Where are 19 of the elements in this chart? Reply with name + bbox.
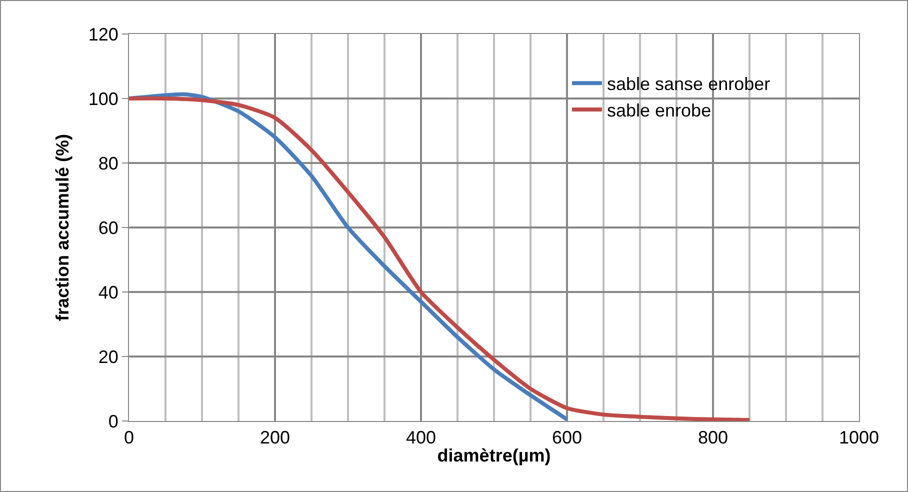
x-axis-title: diamètre(µm)	[437, 446, 551, 466]
line-series	[129, 92, 569, 421]
x-tick-label: 200	[260, 428, 290, 448]
y-tick-label: 20	[98, 346, 118, 367]
legend-label: sable sanse enrober	[607, 74, 770, 94]
x-tick-label: 400	[406, 428, 436, 448]
y-tick-label: 120	[88, 24, 118, 44]
y-tick-label: 0	[108, 411, 118, 432]
x-tick-label: 0	[124, 428, 134, 448]
y-tick-label: 40	[98, 282, 118, 302]
y-tick-label: 80	[98, 153, 118, 174]
line-series	[129, 96, 752, 421]
y-tick-label: 100	[88, 88, 118, 109]
x-tick-label: 600	[552, 428, 582, 448]
y-tick-label: 60	[98, 218, 118, 238]
y-axis-title: fraction accumulé (%)	[52, 134, 73, 322]
legend-label: sable enrobe	[607, 100, 712, 121]
x-tick-label: 1000	[838, 428, 880, 448]
x-tick-label: 800	[698, 428, 728, 448]
